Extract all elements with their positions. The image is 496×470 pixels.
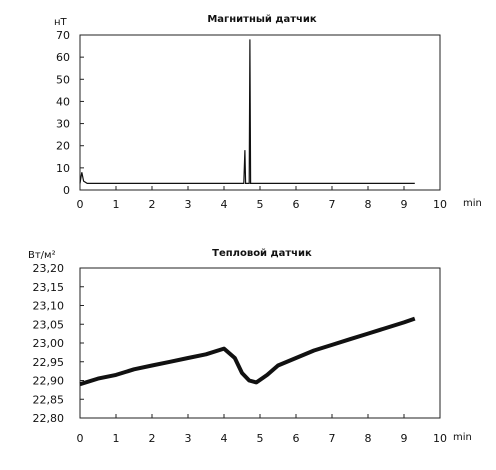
x-tick-label: 10	[433, 432, 447, 445]
x-tick-label: 3	[185, 198, 192, 211]
x-tick-label: 7	[329, 198, 336, 211]
y-tick-label: 30	[56, 118, 70, 131]
x-tick-label: 5	[257, 432, 264, 445]
x-tick-label: 2	[149, 198, 156, 211]
magnetic-plot-frame	[79, 34, 441, 191]
y-tick-label: 70	[56, 29, 70, 42]
y-tick-label: 50	[56, 73, 70, 86]
x-tick-label: 9	[401, 432, 408, 445]
y-tick-label: 10	[56, 162, 70, 175]
x-tick-label: 8	[365, 198, 372, 211]
x-tick-label: 0	[77, 432, 84, 445]
x-tick-label: 6	[293, 198, 300, 211]
y-tick-label: 0	[63, 184, 70, 197]
thermal-plot-frame	[79, 267, 441, 419]
magnetic-y-unit: нТ	[54, 17, 68, 28]
x-tick-label: 6	[293, 432, 300, 445]
x-tick-label: 1	[113, 432, 120, 445]
y-tick-label: 23,15	[33, 281, 65, 294]
y-tick-label: 60	[56, 51, 70, 64]
magnetic-series-line	[79, 39, 415, 184]
thermal-x-unit: min	[453, 432, 472, 443]
thermal-series-line	[79, 316, 416, 387]
y-tick-label: 22,80	[33, 412, 65, 425]
x-tick-label: 8	[365, 432, 372, 445]
x-tick-label: 2	[149, 432, 156, 445]
magnetic-x-unit: min	[463, 198, 482, 209]
x-tick-label: 1	[113, 198, 120, 211]
y-tick-label: 23,00	[33, 337, 65, 350]
thermal-chart-title: Тепловой датчик	[212, 248, 312, 259]
y-tick-label: 23,10	[33, 300, 65, 313]
x-tick-label: 9	[401, 198, 408, 211]
y-tick-label: 22,90	[33, 375, 65, 388]
magnetic-chart-title: Магнитный датчик	[207, 14, 317, 25]
y-tick-label: 22,85	[33, 393, 65, 406]
y-tick-label: 40	[56, 95, 70, 108]
y-tick-label: 20	[56, 140, 70, 153]
x-tick-label: 4	[221, 198, 228, 211]
x-tick-label: 0	[77, 198, 84, 211]
y-tick-label: 23,05	[33, 318, 65, 331]
x-tick-label: 4	[221, 432, 228, 445]
x-tick-label: 3	[185, 432, 192, 445]
thermal-chart: Тепловой датчик Вт/м² min 22,80 22,85 22,9…	[28, 248, 472, 445]
y-tick-label: 23,20	[33, 262, 65, 275]
y-tick-label: 22,95	[33, 356, 65, 369]
thermal-y-unit: Вт/м²	[28, 250, 56, 261]
magnetic-chart: Магнитный датчик нТ min 010203040506070 …	[54, 14, 482, 211]
x-tick-label: 10	[433, 198, 447, 211]
x-tick-label: 7	[329, 432, 336, 445]
x-tick-label: 5	[257, 198, 264, 211]
